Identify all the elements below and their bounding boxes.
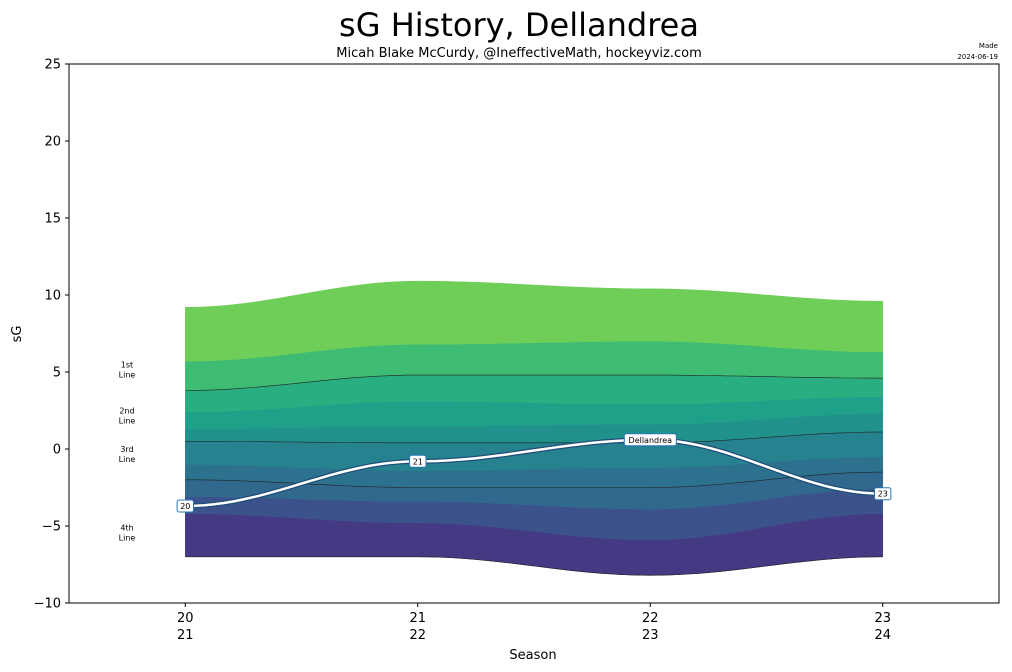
y-tick-label: 10 (44, 289, 61, 304)
point-label-box-1 (409, 454, 427, 468)
player-layer: 20 21 23 Dellandrea (176, 433, 892, 513)
point-label-1: 21 (413, 457, 423, 466)
line-label-3: 3rd (120, 445, 133, 454)
point-label-box-3 (874, 487, 892, 501)
y-tick-label: 5 (53, 366, 61, 381)
line-label-2: 2nd (119, 407, 134, 416)
y-axis-label: sG (10, 326, 25, 343)
chart-subtitle: Micah Blake McCurdy, @IneffectiveMath, h… (336, 46, 702, 61)
y-tick-label: −10 (34, 597, 61, 612)
band-10 (185, 280, 884, 362)
line-label-4: Line (119, 534, 136, 543)
y-axis: −10 −5 0 5 10 15 20 25 (34, 58, 69, 612)
reference-line-4 (185, 556, 883, 576)
x-tick-label-bottom: 22 (410, 628, 427, 643)
y-tick-label: 20 (44, 135, 61, 150)
line-label-2: Line (119, 417, 136, 426)
x-tick-label-top: 23 (875, 611, 892, 626)
made-label: Made (979, 42, 998, 50)
x-tick-label-bottom: 24 (875, 628, 892, 643)
y-tick-label: 15 (44, 212, 61, 227)
x-axis: 20 21 21 22 22 23 23 24 (177, 603, 891, 643)
chart-title: sG History, Dellandrea (339, 6, 699, 44)
reference-line-1 (185, 374, 883, 391)
x-tick-label-top: 21 (410, 611, 427, 626)
line-label-4: 4th (120, 524, 133, 533)
line-label-1: Line (119, 370, 136, 379)
point-label-box-0 (176, 499, 195, 513)
player-line (185, 438, 883, 508)
y-tick-label: 25 (44, 58, 61, 73)
player-name-box (623, 433, 677, 447)
line-label-1: 1st (121, 360, 133, 369)
x-tick-label-top: 20 (177, 611, 194, 626)
point-label-3: 23 (878, 490, 888, 499)
x-axis-label: Season (509, 648, 556, 663)
x-tick-label-top: 22 (642, 611, 659, 626)
bands-layer (185, 280, 884, 576)
y-tick-label: 0 (53, 443, 61, 458)
y-tick-label: −5 (42, 520, 61, 535)
x-tick-label-bottom: 21 (177, 628, 194, 643)
reference-line-2 (185, 431, 883, 444)
plot-frame (68, 63, 1000, 604)
player-name-label: Dellandrea (629, 436, 673, 445)
made-date: 2024-06-19 (957, 53, 998, 61)
x-tick-label-bottom: 23 (642, 628, 659, 643)
line-label-3: Line (119, 455, 136, 464)
point-label-0: 20 (180, 502, 190, 511)
